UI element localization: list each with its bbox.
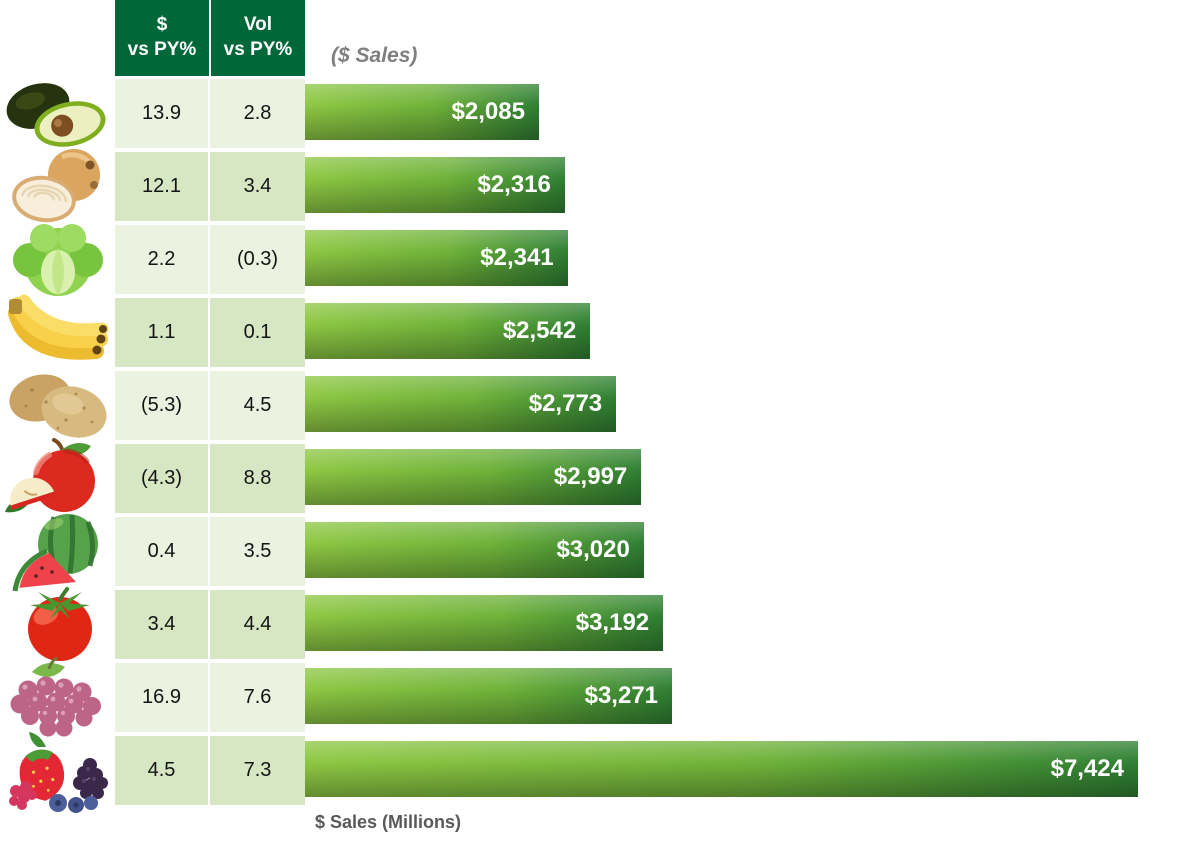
berries-icon bbox=[0, 731, 115, 813]
vol-vs-py-value: 2.8 bbox=[210, 79, 305, 148]
table-row: 16.9 7.6 $3,271 bbox=[0, 656, 1202, 736]
dollar-vs-py-value: (4.3) bbox=[115, 444, 210, 513]
bar-track: $7,424 bbox=[305, 736, 1138, 805]
dollar-vs-py-value: 0.4 bbox=[115, 517, 210, 586]
sales-bar-label: $2,316 bbox=[477, 171, 551, 198]
sales-bar: $2,316 bbox=[305, 157, 565, 213]
watermelon-icon bbox=[0, 513, 115, 591]
vol-vs-py-value: 7.3 bbox=[210, 736, 305, 805]
table-row: 0.4 3.5 $3,020 bbox=[0, 513, 1202, 591]
footer-row: $ Sales (Millions) bbox=[315, 812, 1202, 833]
sales-bar-label: $3,271 bbox=[584, 682, 659, 709]
column-header-vol-vs-py: Vol vs PY% bbox=[223, 14, 293, 60]
grapes-icon bbox=[0, 656, 115, 736]
bar-track: $2,542 bbox=[305, 298, 1138, 367]
sales-bar: $2,773 bbox=[305, 376, 616, 432]
sales-bar: $2,085 bbox=[305, 84, 539, 140]
potato-icon bbox=[0, 371, 115, 440]
bar-track: $2,997 bbox=[305, 444, 1138, 513]
sales-bar-label: $2,773 bbox=[528, 390, 603, 417]
vol-vs-py-value: 4.4 bbox=[210, 590, 305, 659]
vol-vs-py-value: 3.4 bbox=[210, 152, 305, 221]
table-row: 3.4 4.4 $3,192 bbox=[0, 586, 1202, 661]
table-row: 13.9 2.8 $2,085 bbox=[0, 79, 1202, 148]
table-row: 12.1 3.4 $2,316 bbox=[0, 148, 1202, 222]
dollar-vs-py-value: 2.2 bbox=[115, 225, 210, 294]
vol-vs-py-value: 7.6 bbox=[210, 663, 305, 732]
icon-column-spacer bbox=[0, 0, 115, 76]
dollar-vs-py-value: 1.1 bbox=[115, 298, 210, 367]
sales-bar-label: $2,341 bbox=[480, 244, 554, 271]
bar-track: $3,020 bbox=[305, 517, 1138, 586]
tomato-icon bbox=[0, 586, 115, 661]
dollar-vs-py-value: 12.1 bbox=[115, 152, 210, 221]
sales-bar: $3,271 bbox=[305, 668, 672, 724]
sales-bar: $2,542 bbox=[305, 303, 590, 359]
sales-bar: $7,424 bbox=[305, 741, 1138, 797]
table-row: 4.5 7.3 $7,424 bbox=[0, 731, 1202, 813]
sales-bar-label: $7,424 bbox=[1050, 755, 1124, 782]
table-header-block: $ vs PY% Vol vs PY% bbox=[115, 0, 305, 76]
sales-bar-label: $3,020 bbox=[556, 536, 630, 563]
vol-vs-py-value: 8.8 bbox=[210, 444, 305, 513]
dollar-vs-py-value: 3.4 bbox=[115, 590, 210, 659]
dollar-vs-py-value: 4.5 bbox=[115, 736, 210, 805]
caption-area: ($ Sales) bbox=[305, 0, 1202, 76]
bar-track: $2,316 bbox=[305, 152, 1138, 221]
vol-vs-py-value: (0.3) bbox=[210, 225, 305, 294]
vol-vs-py-value: 3.5 bbox=[210, 517, 305, 586]
column-header-dollar-vs-py: $ vs PY% bbox=[115, 0, 211, 76]
apple-icon bbox=[0, 437, 115, 513]
sales-bar: $2,341 bbox=[305, 230, 568, 286]
table-row: (5.3) 4.5 $2,773 bbox=[0, 371, 1202, 440]
table-row: 2.2 (0.3) $2,341 bbox=[0, 223, 1202, 296]
sales-bar: $3,192 bbox=[305, 595, 663, 651]
dollar-vs-py-value: (5.3) bbox=[115, 371, 210, 440]
onion-icon bbox=[0, 148, 115, 222]
sales-bar: $3,020 bbox=[305, 522, 644, 578]
bar-track: $3,271 bbox=[305, 663, 1138, 732]
x-axis-label: $ Sales (Millions) bbox=[315, 812, 462, 832]
bar-track: $3,192 bbox=[305, 590, 1138, 659]
sales-bar-label: $2,085 bbox=[451, 98, 525, 125]
sales-bar-label: $2,542 bbox=[502, 317, 577, 344]
bar-track: $2,085 bbox=[305, 79, 1138, 148]
sales-bar: $2,997 bbox=[305, 449, 641, 505]
dollar-vs-py-value: 13.9 bbox=[115, 79, 210, 148]
bar-track: $2,773 bbox=[305, 371, 1138, 440]
dollar-vs-py-value: 16.9 bbox=[115, 663, 210, 732]
lettuce-icon bbox=[0, 223, 115, 296]
avocado-icon bbox=[0, 79, 115, 148]
table-row: 1.1 0.1 $2,542 bbox=[0, 294, 1202, 367]
vol-vs-py-value: 4.5 bbox=[210, 371, 305, 440]
banana-icon bbox=[0, 294, 115, 367]
sales-bar-label: $2,997 bbox=[553, 463, 628, 490]
bar-track: $2,341 bbox=[305, 225, 1138, 294]
table-row: (4.3) 8.8 $2,997 bbox=[0, 437, 1202, 513]
sales-bar-label: $3,192 bbox=[575, 609, 650, 636]
vol-vs-py-value: 0.1 bbox=[210, 298, 305, 367]
table-header-row: $ vs PY% Vol vs PY% ($ Sales) bbox=[0, 0, 1202, 76]
sales-caption: ($ Sales) bbox=[331, 44, 418, 67]
